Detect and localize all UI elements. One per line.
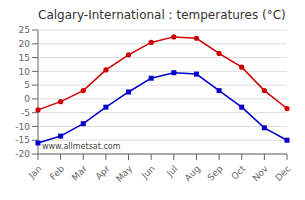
html-text:Calgary-International : temper: Calgary-International : temperatures (°C… [38, 8, 286, 22]
svg-text:15: 15 [19, 53, 30, 63]
svg-text:20: 20 [19, 39, 31, 49]
svg-text:Jun: Jun [139, 164, 157, 182]
svg-text:25: 25 [19, 25, 30, 35]
svg-text:0: 0 [24, 94, 30, 104]
svg-text:Mar: Mar [70, 163, 89, 182]
svg-text:Oct: Oct [229, 163, 247, 181]
svg-text:5: 5 [24, 80, 30, 90]
svg-text:May: May [114, 163, 135, 184]
svg-text:10: 10 [19, 67, 31, 77]
svg-text:Feb: Feb [48, 163, 67, 182]
svg-text:Apr: Apr [93, 163, 111, 181]
svg-text:Sep: Sep [206, 163, 225, 182]
svg-text:-15: -15 [15, 135, 30, 145]
svg-text:Nov: Nov [251, 163, 271, 183]
svg-text:Dec: Dec [273, 164, 292, 183]
html-text:www.allmetsat.com: www.allmetsat.com [42, 142, 121, 151]
svg-text:Jul: Jul [164, 164, 179, 179]
svg-text:-10: -10 [15, 122, 30, 132]
svg-text:-5: -5 [21, 108, 30, 118]
svg-text:-20: -20 [15, 149, 30, 159]
svg-text:Aug: Aug [183, 164, 203, 184]
svg-text:Jan: Jan [26, 164, 44, 182]
